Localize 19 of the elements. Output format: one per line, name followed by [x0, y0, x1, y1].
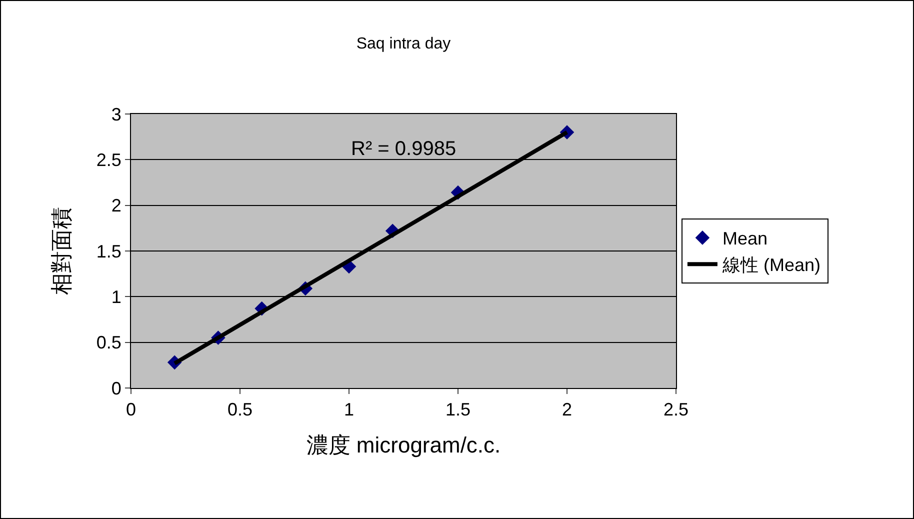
x-tick-label: 2.5: [663, 400, 689, 420]
chart-title: Saq intra day: [356, 35, 451, 52]
x-tick-label: 0.5: [227, 400, 253, 420]
x-axis-title: 濃度 microgram/c.c.: [306, 432, 501, 458]
y-tick-label: 3: [111, 104, 122, 124]
y-tick-label: 0: [111, 378, 122, 398]
x-tick-label: 1.5: [445, 400, 471, 420]
y-tick-label: 1: [111, 286, 122, 307]
y-axis-title: 相對面積: [49, 207, 74, 295]
x-tick-label: 1: [344, 400, 354, 420]
legend-label: Mean: [722, 228, 768, 249]
legend-label: 線性 (Mean): [721, 255, 820, 276]
y-tick-label: 1.5: [96, 241, 122, 262]
y-tick-label: 2: [111, 196, 122, 216]
annotation: R² = 0.9985: [351, 138, 456, 160]
x-tick-label: 0: [126, 400, 136, 420]
y-tick-label: 0.5: [96, 332, 122, 353]
x-tick-label: 2: [562, 400, 572, 420]
y-tick-label: 2.5: [96, 150, 122, 170]
